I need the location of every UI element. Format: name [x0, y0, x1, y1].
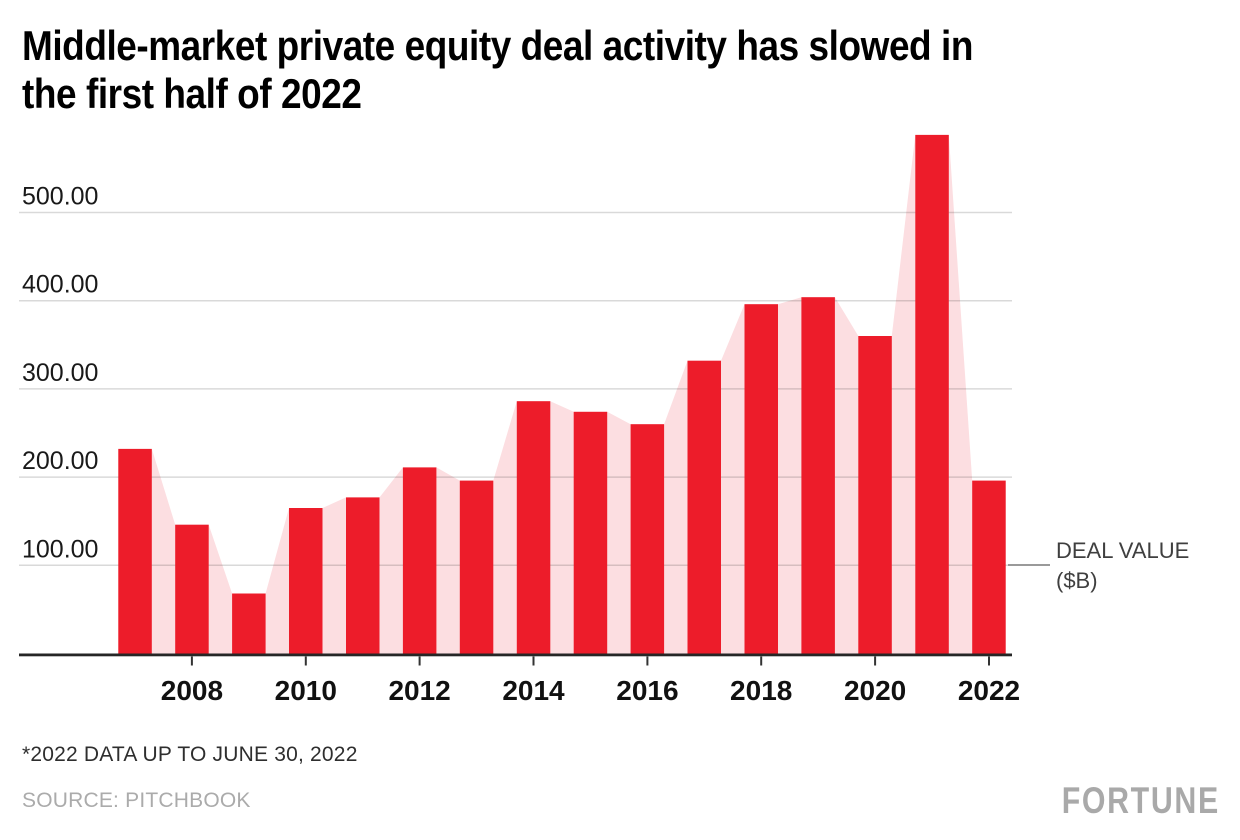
- y-axis-label-400: 400.00: [22, 271, 98, 299]
- x-axis-line: [19, 653, 1012, 657]
- x-axis-label-2014: 2014: [502, 675, 565, 706]
- y-axis-label-200: 200.00: [22, 447, 98, 475]
- x-axis-label-2012: 2012: [388, 675, 450, 706]
- chart-title-line2: the first half of 2022: [22, 70, 362, 117]
- x-axis-label-2022: 2022: [958, 675, 1020, 706]
- bar-2019: [801, 297, 835, 654]
- bar-2011: [346, 497, 380, 654]
- bar-2010: [289, 508, 323, 654]
- x-axis-label-2018: 2018: [730, 675, 792, 706]
- deal-value-chart: 100.00 200.00 300.00 400.00 500.00 2008 2010 20…: [19, 134, 1189, 706]
- y-axis-label-500: 500.00: [22, 183, 98, 211]
- deal-value-area-series: [118, 134, 1006, 654]
- series-label-line1: DEAL VALUE: [1056, 538, 1189, 563]
- bar-2022: [972, 480, 1006, 654]
- series-label-line2: ($B): [1056, 568, 1098, 593]
- x-axis-label-2008: 2008: [161, 675, 223, 706]
- bar-2016: [630, 424, 665, 654]
- bar-2008: [175, 524, 209, 654]
- x-axis-label-2020: 2020: [844, 675, 906, 706]
- y-axis-label-300: 300.00: [22, 359, 98, 387]
- chart-source: SOURCE: PITCHBOOK: [22, 789, 251, 812]
- bar-2009: [232, 593, 266, 654]
- bar-2017: [687, 360, 721, 654]
- bar-2007: [118, 448, 152, 654]
- y-axis-label-100: 100.00: [22, 535, 98, 563]
- fortune-logo: FORTUNE: [1061, 780, 1220, 821]
- bar-2020: [858, 336, 892, 654]
- bar-2013: [459, 480, 494, 654]
- x-axis-label-2010: 2010: [275, 675, 337, 706]
- x-axis-label-2016: 2016: [616, 675, 678, 706]
- bar-2018: [744, 304, 778, 654]
- bar-2014: [516, 401, 551, 654]
- chart-title: Middle-market private equity deal activi…: [22, 22, 1103, 118]
- bar-2021: [915, 134, 949, 654]
- bar-2012: [402, 467, 437, 654]
- chart-title-line1: Middle-market private equity deal activi…: [22, 22, 974, 69]
- chart-footnote: *2022 DATA UP TO JUNE 30, 2022: [22, 743, 358, 766]
- bar-2015: [573, 411, 608, 654]
